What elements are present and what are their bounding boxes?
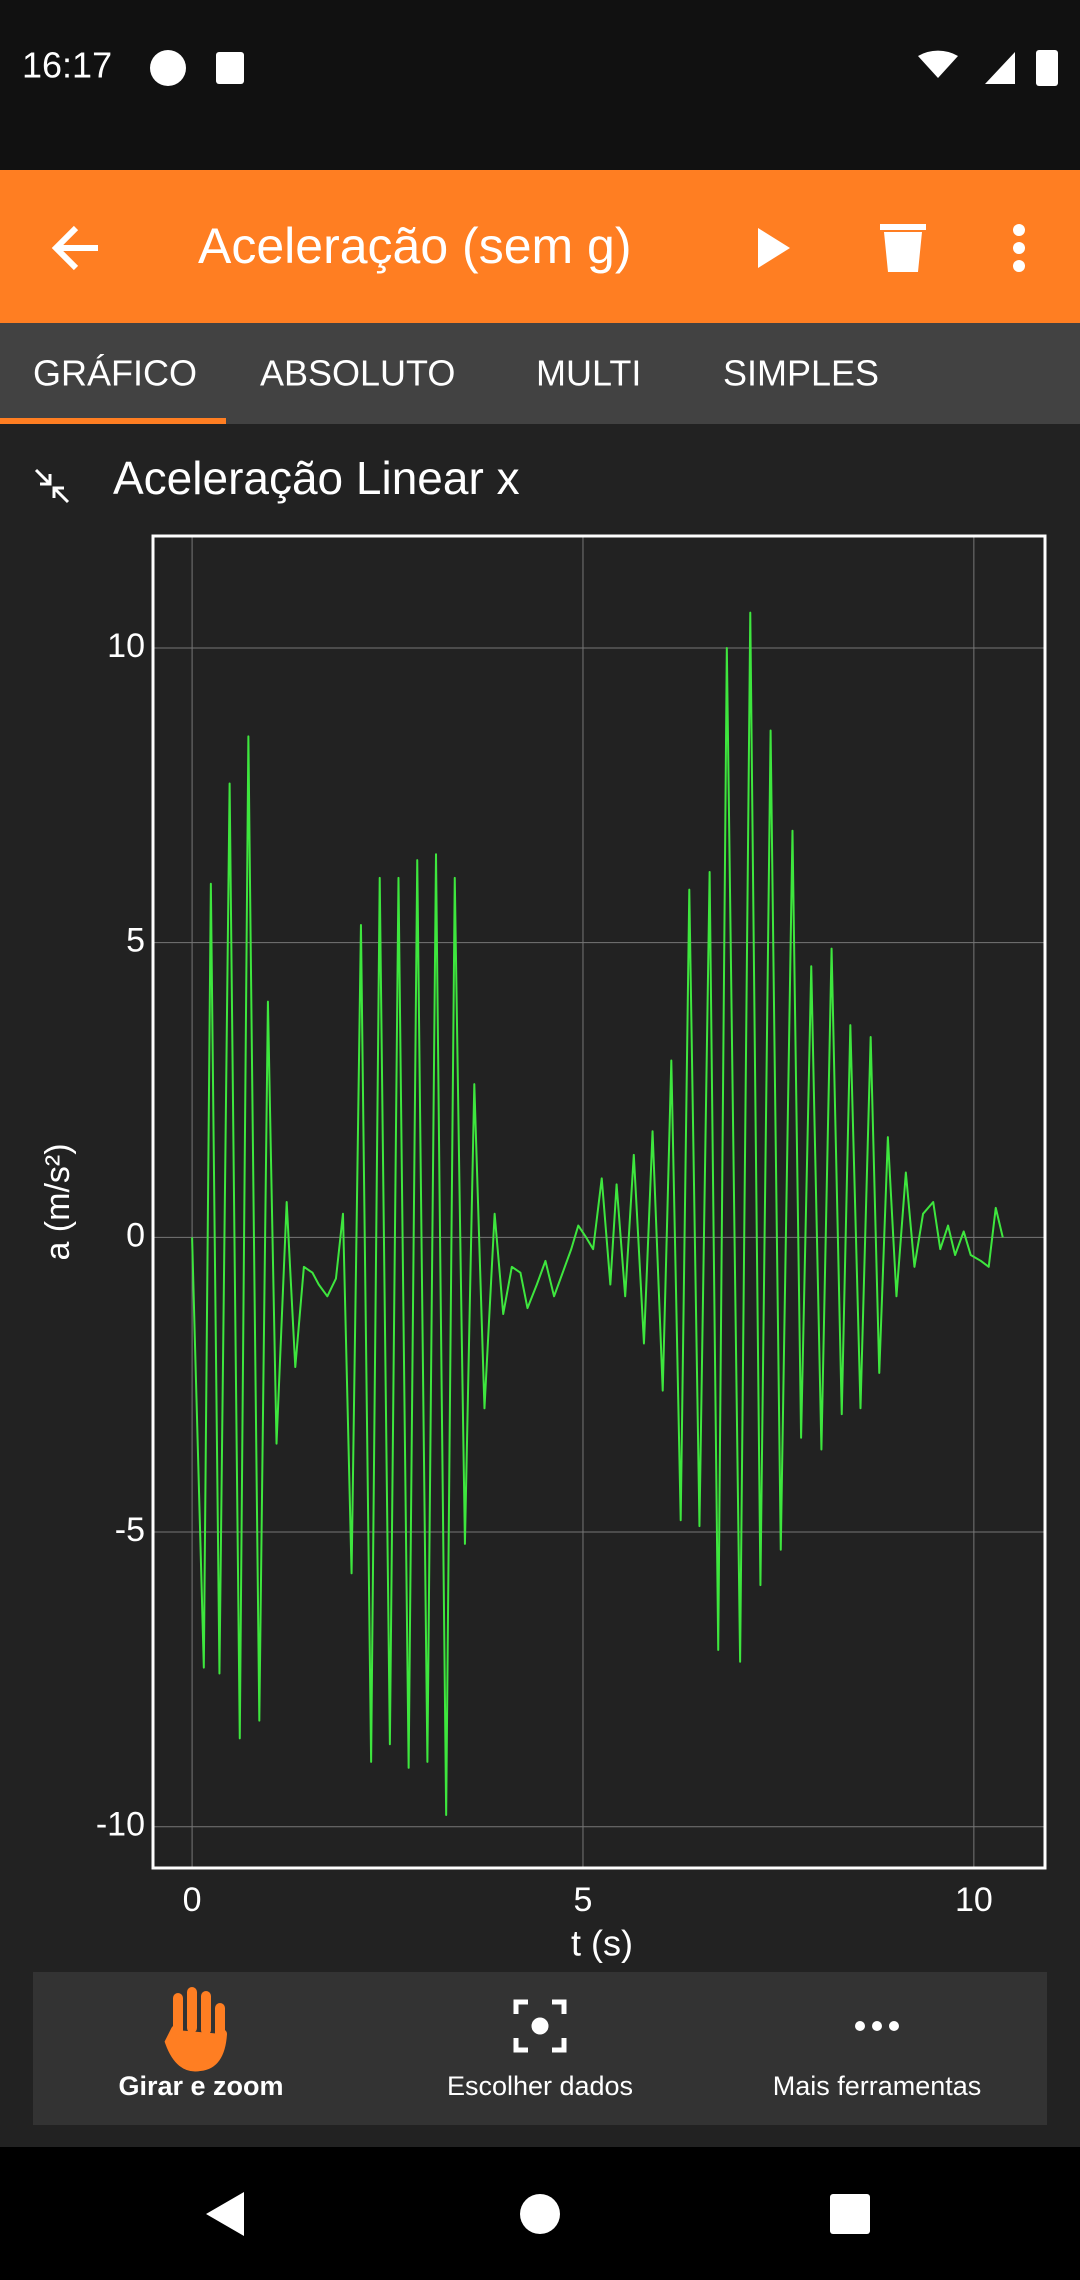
y-axis-label: a (m/s²) [39,1143,77,1260]
status-icon [150,50,186,86]
nav-home[interactable] [520,2194,560,2234]
tab[interactable]: ABSOLUTO [260,353,455,394]
plot-frame [151,534,1047,1870]
tab-indicator [0,418,226,424]
x-tick-label: 0 [183,1881,202,1919]
back-button[interactable] [51,225,98,271]
x-tick-label: 5 [574,1881,593,1919]
chart-title: Aceleração Linear x [113,452,520,504]
status-bar [0,0,1080,170]
status-time: 16:17 [22,45,112,86]
hand-icon [164,1987,227,2072]
select-icon [513,1999,567,2053]
y-tick-label: 10 [107,627,145,665]
tool-label[interactable]: Escolher dados [447,2071,633,2101]
plot: 10 5 0 -5 -10 0 5 10 [96,534,1047,1919]
x-axis-label: t (s) [571,1923,633,1964]
nav-recents[interactable] [830,2194,870,2234]
tool-label[interactable]: Mais ferramentas [773,2071,982,2101]
tab-bar [0,323,1080,424]
battery-icon [1036,50,1058,86]
tab[interactable]: GRÁFICO [33,353,197,394]
tab[interactable]: SIMPLES [723,353,879,394]
more-icon [855,2021,899,2031]
toolbar-title: Aceleração (sem g) [198,218,632,274]
menu-button[interactable] [1013,224,1025,272]
x-tick-label: 10 [955,1881,993,1919]
signal-icon [985,52,1015,84]
wifi-icon [918,50,958,78]
y-tick-label: -10 [96,1806,145,1844]
status-icon [216,52,244,84]
data-line [191,611,1004,1816]
delete-button[interactable] [880,224,926,272]
tab[interactable]: MULTI [536,353,641,394]
nav-back[interactable] [206,2192,244,2236]
play-button[interactable] [758,228,790,268]
y-tick-label: 0 [126,1216,145,1254]
y-tick-label: -5 [115,1511,145,1549]
tool-label[interactable]: Girar e zoom [118,2071,283,2101]
collapse-icon[interactable] [34,468,70,504]
y-tick-label: 5 [126,922,145,960]
